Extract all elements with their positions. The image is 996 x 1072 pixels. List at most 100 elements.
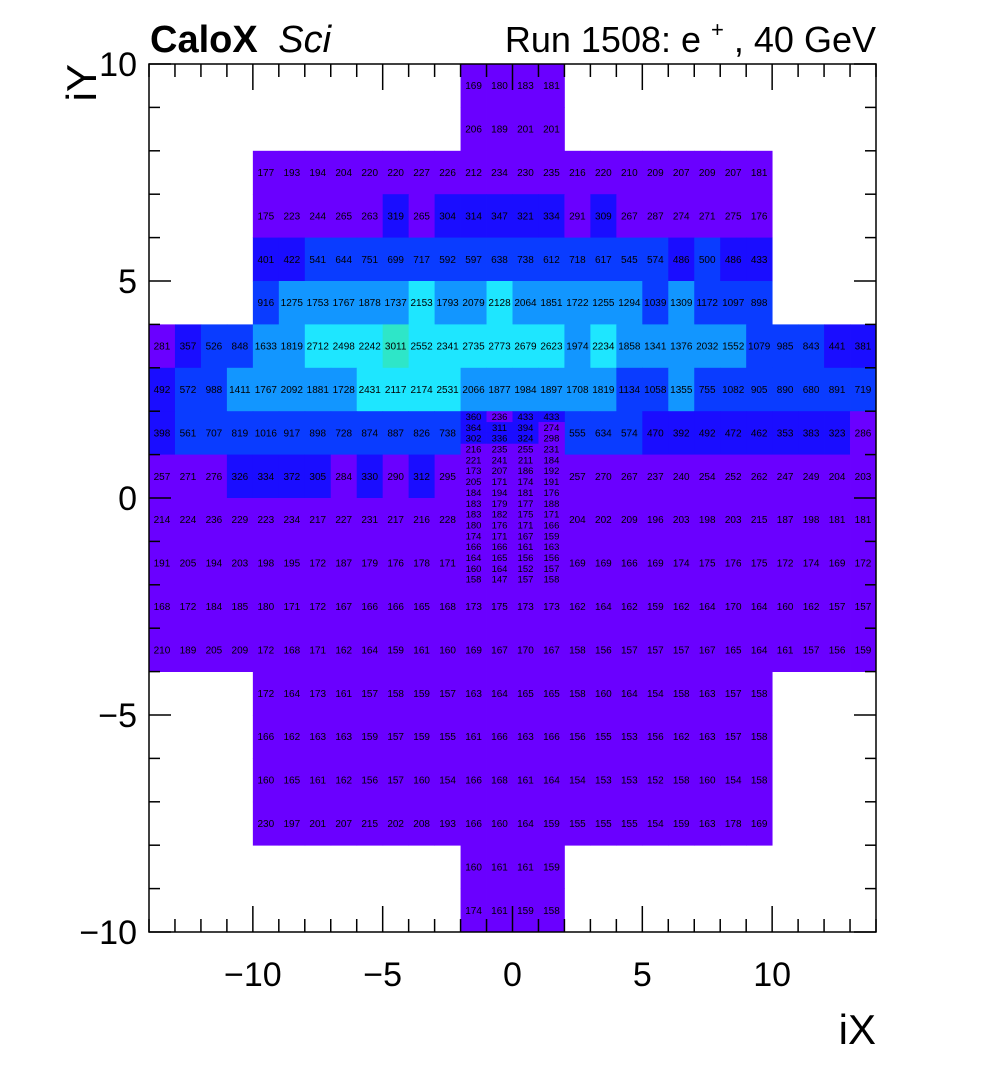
heatmap-cell bbox=[382, 758, 410, 803]
cell-value-label: 159 bbox=[855, 645, 872, 656]
heatmap-cell bbox=[512, 845, 539, 889]
heatmap-cell bbox=[330, 541, 358, 586]
heatmap-cell bbox=[512, 801, 539, 846]
heatmap-cell bbox=[824, 498, 851, 542]
cell-value-label: 175 bbox=[257, 211, 274, 222]
cell-value-label: 314 bbox=[465, 211, 482, 222]
heatmap-cell bbox=[304, 541, 332, 586]
cell-value-label: 891 bbox=[829, 385, 846, 396]
heatmap-cell bbox=[668, 194, 695, 238]
heatmap-cell bbox=[382, 367, 410, 412]
heatmap-cell bbox=[824, 324, 851, 369]
heatmap-cell bbox=[434, 324, 461, 369]
heatmap-cell bbox=[200, 411, 228, 455]
cell-value-label: 192 bbox=[544, 466, 560, 477]
cell-value-label: 187 bbox=[335, 559, 352, 570]
cell-value-label: 198 bbox=[803, 515, 820, 526]
heatmap-cell bbox=[642, 150, 669, 195]
cell-value-label: 401 bbox=[257, 255, 274, 266]
heatmap-cell bbox=[512, 443, 539, 455]
cell-value-label: 152 bbox=[518, 564, 534, 575]
heatmap-cell bbox=[356, 367, 384, 412]
heatmap-cell bbox=[668, 367, 695, 412]
heatmap-cell bbox=[356, 194, 384, 238]
heatmap-cell bbox=[460, 628, 487, 672]
heatmap-cell bbox=[538, 508, 565, 521]
cell-value-label: 334 bbox=[543, 211, 560, 222]
cell-value-label: 182 bbox=[492, 510, 508, 521]
heatmap-cell bbox=[278, 628, 306, 672]
heatmap-cell bbox=[200, 367, 228, 412]
heatmap-cell bbox=[460, 573, 487, 586]
cell-value-label: 321 bbox=[517, 211, 534, 222]
cell-value-label: 161 bbox=[518, 542, 534, 553]
cell-value-label: 890 bbox=[777, 385, 794, 396]
heatmap-cell bbox=[642, 324, 669, 369]
cell-value-label: 214 bbox=[154, 515, 171, 526]
cell-value-label: 2032 bbox=[696, 342, 719, 353]
cell-value-label: 171 bbox=[492, 531, 508, 542]
cell-value-label: 154 bbox=[725, 776, 742, 787]
cell-value-label: 719 bbox=[855, 385, 872, 396]
cell-value-label: 155 bbox=[595, 732, 612, 743]
heatmap-cell bbox=[382, 454, 410, 499]
heatmap-cell bbox=[252, 498, 280, 542]
cell-value-label: 177 bbox=[518, 499, 534, 510]
heatmap-cell bbox=[226, 324, 254, 369]
heatmap-cell bbox=[590, 454, 617, 499]
heatmap-cell bbox=[720, 237, 747, 282]
cell-value-label: 898 bbox=[751, 298, 768, 309]
cell-value-label: 161 bbox=[465, 732, 482, 743]
cell-value-label: 171 bbox=[492, 477, 508, 488]
cell-value-label: 170 bbox=[517, 645, 534, 656]
heatmap-cell bbox=[772, 584, 799, 629]
cell-value-label: 592 bbox=[439, 255, 456, 266]
heatmap-cell bbox=[382, 541, 410, 586]
heatmap-cell bbox=[278, 324, 306, 369]
cell-value-label: 188 bbox=[544, 499, 560, 510]
heatmap-cell bbox=[564, 454, 591, 499]
heatmap-cell bbox=[149, 628, 176, 672]
cell-value-label: 1309 bbox=[670, 298, 693, 309]
heatmap-cell bbox=[512, 758, 539, 803]
cell-value-label: 173 bbox=[309, 689, 326, 700]
heatmap-cell bbox=[486, 367, 513, 412]
heatmap-cell bbox=[512, 281, 539, 325]
heatmap-cell bbox=[616, 498, 643, 542]
cell-value-label: 172 bbox=[257, 689, 274, 700]
cell-value-label: 271 bbox=[180, 472, 197, 483]
cell-value-label: 1878 bbox=[359, 298, 382, 309]
heatmap-cell bbox=[330, 628, 358, 672]
cell-value-label: 165 bbox=[413, 602, 430, 613]
heatmap-cell bbox=[720, 628, 747, 672]
heatmap-cell bbox=[252, 281, 280, 325]
cell-value-label: 187 bbox=[777, 515, 794, 526]
heatmap-cell bbox=[694, 324, 721, 369]
heatmap-cell bbox=[174, 411, 202, 455]
heatmap-cell bbox=[564, 584, 591, 629]
heatmap-cell bbox=[668, 237, 695, 282]
cell-value-label: 1097 bbox=[722, 298, 745, 309]
cell-value-label: 160 bbox=[465, 862, 482, 873]
heatmap-cell bbox=[642, 237, 669, 282]
heatmap-cell bbox=[746, 411, 773, 455]
heatmap-cell bbox=[538, 888, 565, 933]
cell-value-label: 717 bbox=[413, 255, 430, 266]
heatmap-cell bbox=[512, 411, 539, 423]
heatmap-cell bbox=[642, 281, 669, 325]
cell-value-label: 161 bbox=[491, 906, 508, 917]
cell-value-label: 156 bbox=[595, 645, 612, 656]
cell-value-label: 166 bbox=[491, 732, 508, 743]
cell-value-label: 167 bbox=[543, 645, 560, 656]
cell-value-label: 263 bbox=[361, 211, 378, 222]
heatmap-cell bbox=[486, 411, 513, 423]
cell-value-label: 209 bbox=[699, 168, 716, 179]
heatmap-cell bbox=[486, 508, 513, 521]
heatmap-cell bbox=[512, 888, 539, 933]
heatmap-cell bbox=[252, 541, 280, 586]
heatmap-cell bbox=[538, 801, 565, 846]
cell-value-label: 191 bbox=[544, 477, 560, 488]
cell-value-label: 381 bbox=[855, 342, 872, 353]
run-prefix: Run 1508: e bbox=[505, 19, 701, 60]
heatmap-cell bbox=[252, 584, 280, 629]
